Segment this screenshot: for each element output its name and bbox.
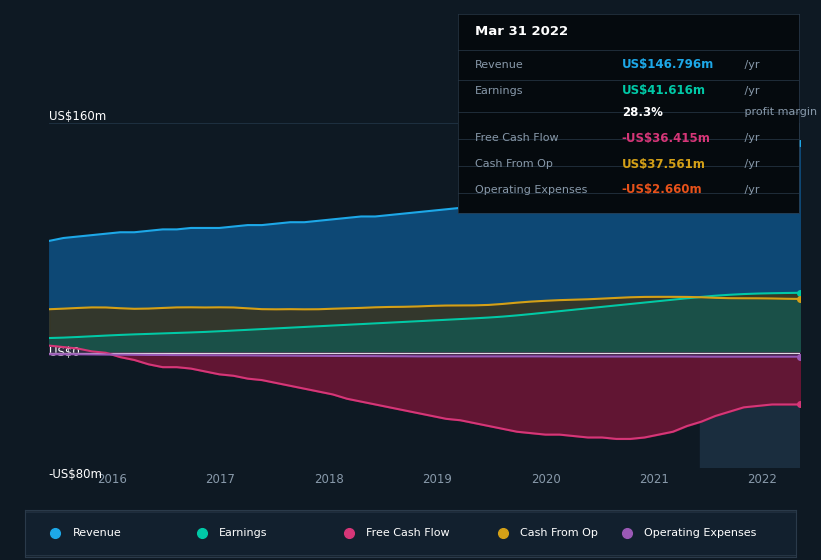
Text: /yr: /yr — [741, 133, 759, 143]
Text: -US$80m: -US$80m — [48, 468, 103, 480]
Text: -US$36.415m: -US$36.415m — [621, 132, 710, 144]
Text: /yr: /yr — [741, 159, 759, 169]
Text: Earnings: Earnings — [219, 529, 268, 538]
Text: Revenue: Revenue — [72, 529, 122, 538]
Text: /yr: /yr — [741, 185, 759, 195]
Text: Operating Expenses: Operating Expenses — [475, 185, 588, 195]
Text: /yr: /yr — [741, 86, 759, 96]
Text: Operating Expenses: Operating Expenses — [644, 529, 756, 538]
Text: Cash From Op: Cash From Op — [475, 159, 553, 169]
Text: 28.3%: 28.3% — [621, 106, 663, 119]
Text: Free Cash Flow: Free Cash Flow — [475, 133, 559, 143]
Text: Earnings: Earnings — [475, 86, 524, 96]
Text: US$41.616m: US$41.616m — [621, 84, 706, 97]
Text: US$160m: US$160m — [48, 110, 106, 123]
Text: US$37.561m: US$37.561m — [621, 157, 705, 171]
Text: US$0: US$0 — [48, 346, 80, 360]
Text: US$146.796m: US$146.796m — [621, 58, 714, 71]
Text: Cash From Op: Cash From Op — [520, 529, 598, 538]
Text: Free Cash Flow: Free Cash Flow — [365, 529, 449, 538]
Text: Mar 31 2022: Mar 31 2022 — [475, 25, 568, 39]
Text: /yr: /yr — [741, 60, 759, 69]
Bar — [699, 123, 821, 468]
FancyBboxPatch shape — [13, 512, 808, 556]
Text: Revenue: Revenue — [475, 60, 524, 69]
Text: -US$2.660m: -US$2.660m — [621, 184, 702, 197]
Text: profit margin: profit margin — [741, 108, 817, 118]
